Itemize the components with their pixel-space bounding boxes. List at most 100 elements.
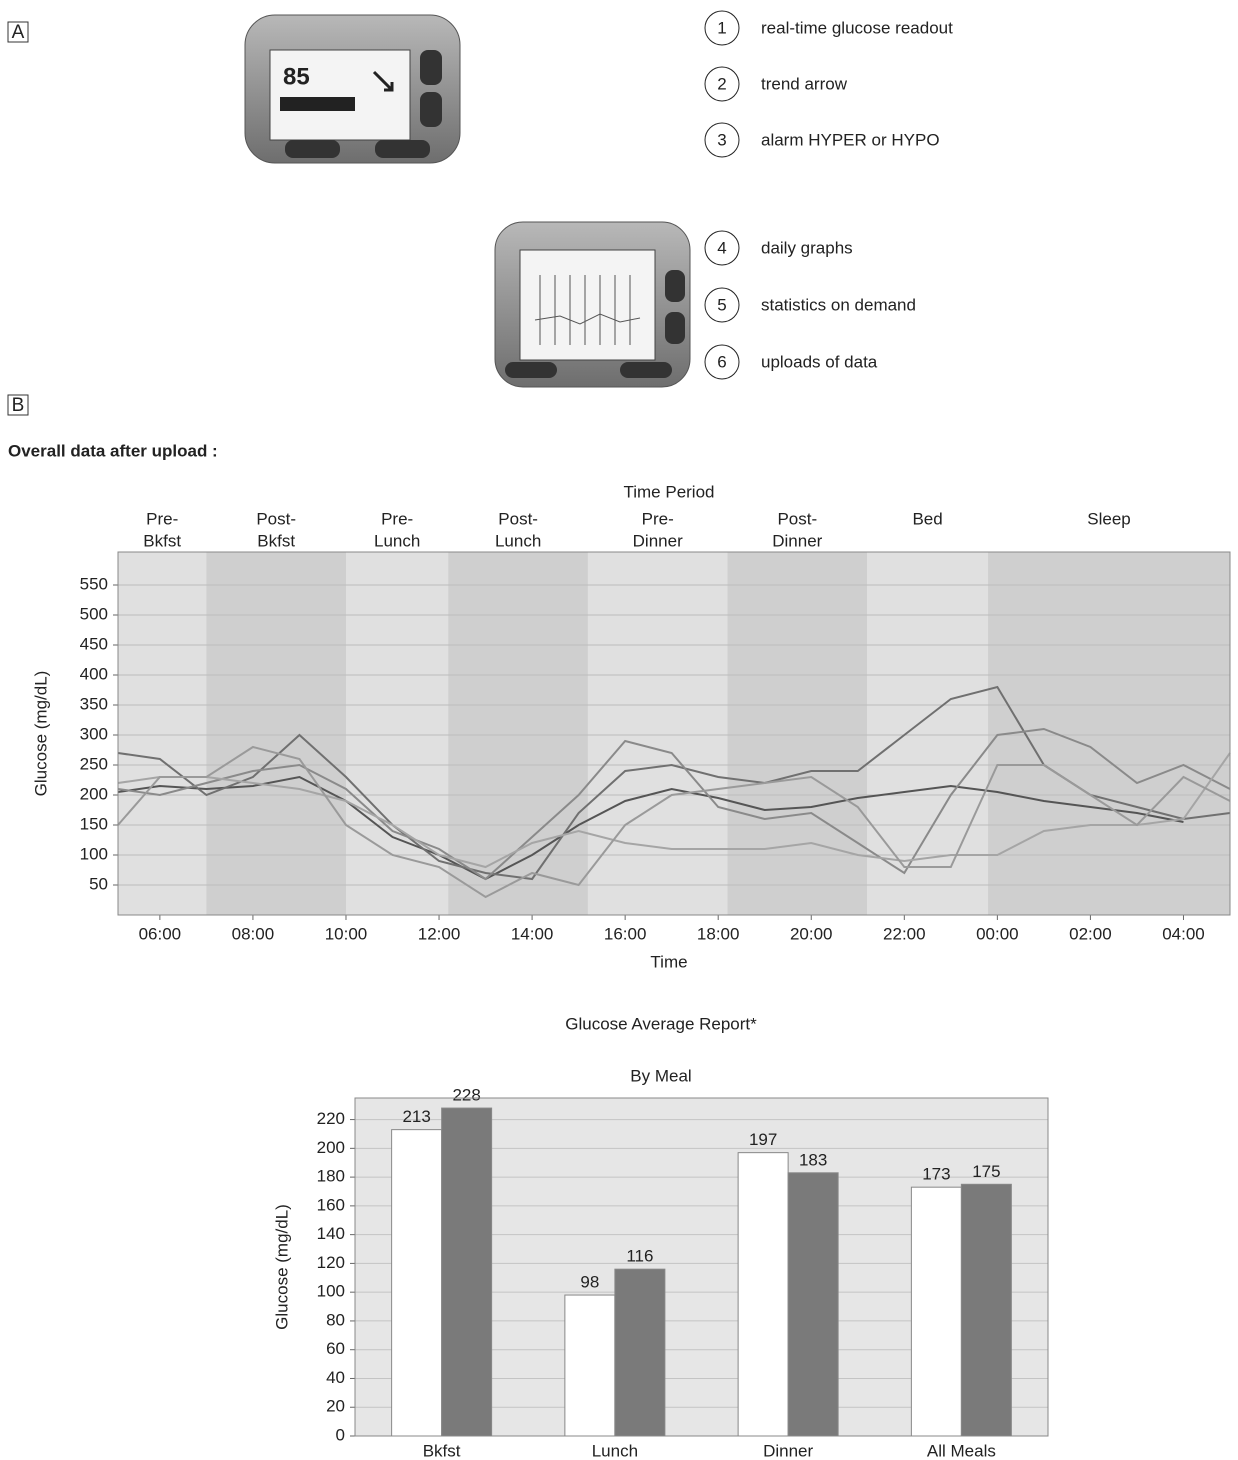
y-axis-label: Glucose (mg/dL) [272, 1204, 291, 1330]
y-tick-label: 200 [80, 784, 108, 803]
period-label: Bkfst [257, 531, 295, 550]
x-tick-label: 20:00 [790, 924, 833, 943]
y-tick-label: 550 [80, 574, 108, 593]
x-tick-label: 22:00 [883, 924, 926, 943]
period-band [448, 552, 588, 915]
feature-text: daily graphs [761, 238, 853, 257]
value-label: 183 [799, 1150, 827, 1169]
x-tick-label: 06:00 [139, 924, 182, 943]
chart-subtitle: By Meal [630, 1066, 691, 1085]
bar [565, 1295, 615, 1436]
feature-number: 3 [717, 130, 726, 149]
value-label: 175 [972, 1162, 1000, 1181]
y-tick-label: 400 [80, 664, 108, 683]
period-label: Post- [777, 509, 817, 528]
y-tick-label: 500 [80, 604, 108, 623]
x-tick-label: 02:00 [1069, 924, 1112, 943]
x-tick-label: 00:00 [976, 924, 1019, 943]
y-tick-label: 60 [326, 1339, 345, 1358]
page: {"panel_a": {"label": "A", "device_readi… [0, 0, 1238, 1460]
period-band [346, 552, 448, 915]
y-tick-label: 300 [80, 724, 108, 743]
bar [615, 1269, 665, 1436]
y-tick-label: 350 [80, 694, 108, 713]
panel-label: B [12, 395, 25, 416]
period-label: Sleep [1087, 509, 1130, 528]
period-label: Bed [912, 509, 942, 528]
x-tick-label: 18:00 [697, 924, 740, 943]
x-tick-label: 12:00 [418, 924, 461, 943]
period-label: Pre- [146, 509, 178, 528]
period-band [118, 552, 206, 915]
feature-number: 2 [717, 74, 726, 93]
feature-text: statistics on demand [761, 295, 916, 314]
period-label: Dinner [772, 531, 822, 550]
period-label: Lunch [495, 531, 541, 550]
y-tick-label: 250 [80, 754, 108, 773]
x-tick-label: All Meals [927, 1441, 996, 1460]
x-axis-label: Time [650, 952, 687, 971]
value-label: 173 [922, 1165, 950, 1184]
period-label: Post- [498, 509, 538, 528]
x-tick-label: Dinner [763, 1441, 813, 1460]
chart-title: Glucose Average Report* [565, 1014, 757, 1033]
period-label: Dinner [633, 531, 683, 550]
feature-text: trend arrow [761, 74, 848, 93]
y-axis-label: Glucose (mg/dL) [31, 671, 50, 797]
period-label: Pre- [381, 509, 413, 528]
y-tick-label: 100 [80, 844, 108, 863]
device-reading: 85 [283, 63, 310, 90]
x-tick-label: 10:00 [325, 924, 368, 943]
y-tick-label: 140 [317, 1224, 345, 1243]
y-tick-label: 100 [317, 1282, 345, 1301]
y-tick-label: 160 [317, 1195, 345, 1214]
feature-list: 1 real-time glucose readout 2 trend arrow 3 a… [705, 11, 953, 379]
value-label: 98 [580, 1273, 599, 1292]
y-tick-label: 180 [317, 1167, 345, 1186]
bar [911, 1187, 961, 1436]
y-tick-label: 50 [89, 874, 108, 893]
y-tick-label: 150 [80, 814, 108, 833]
bar [442, 1108, 492, 1436]
x-tick-label: Bkfst [423, 1441, 461, 1460]
chart-title: Time Period [623, 482, 714, 501]
panel-label: A [12, 22, 25, 43]
x-tick-label: 16:00 [604, 924, 647, 943]
value-label: 116 [626, 1247, 653, 1266]
period-label: Bkfst [143, 531, 181, 550]
value-label: 213 [402, 1107, 430, 1126]
period-label: Post- [256, 509, 296, 528]
feature-text: alarm HYPER or HYPO [761, 130, 940, 149]
period-band [206, 552, 346, 915]
y-tick-label: 40 [326, 1368, 345, 1387]
period-label: Pre- [642, 509, 674, 528]
y-tick-label: 220 [317, 1109, 345, 1128]
x-tick-label: 14:00 [511, 924, 554, 943]
value-label: 197 [749, 1130, 777, 1149]
feature-text: real-time glucose readout [761, 18, 953, 37]
period-band [588, 552, 728, 915]
bar [738, 1153, 788, 1436]
feature-number: 6 [717, 352, 726, 371]
bar [961, 1184, 1011, 1436]
feature-number: 1 [717, 18, 726, 37]
heading: Overall data after upload : [8, 441, 218, 460]
device-readout: 85 [245, 15, 460, 163]
x-tick-label: Lunch [592, 1441, 638, 1460]
period-band [728, 552, 868, 915]
bar [788, 1173, 838, 1436]
value-label: 228 [452, 1086, 480, 1105]
y-tick-label: 450 [80, 634, 108, 653]
device-graph [495, 222, 690, 387]
figure: A 85 1 real-time glucose readout 2 trend ar… [0, 0, 1238, 1460]
y-tick-label: 20 [326, 1397, 345, 1416]
bar [392, 1130, 442, 1436]
y-tick-label: 80 [326, 1310, 345, 1329]
y-tick-label: 200 [317, 1138, 345, 1157]
feature-number: 4 [717, 238, 726, 257]
y-tick-label: 120 [317, 1253, 345, 1272]
period-label: Lunch [374, 531, 420, 550]
feature-number: 5 [717, 295, 726, 314]
feature-text: uploads of data [761, 352, 878, 371]
y-tick-label: 0 [336, 1425, 345, 1444]
